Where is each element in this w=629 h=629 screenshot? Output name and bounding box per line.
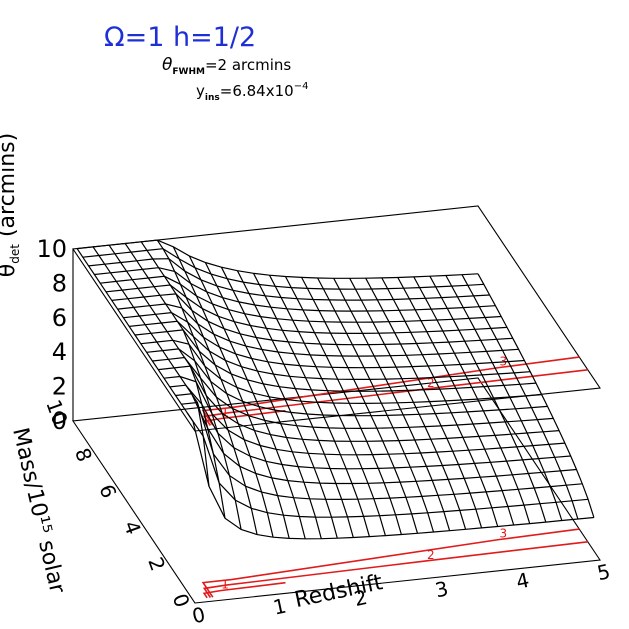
mesh-line-mass-17 [94,267,496,312]
mesh-line-mass-10 [134,329,537,392]
mass-tick-label: 6 [94,481,121,501]
mass-tick-label: 4 [119,518,146,538]
redshift-tick-label: 2 [352,585,369,611]
cosmology-title: Ω=1 h=1/2 [104,22,256,53]
mesh-line-mass-18 [88,258,490,301]
mesh-line-mass-20 [77,239,479,279]
base-plane [72,377,601,604]
mesh-line-mass-11 [129,320,531,380]
top-plane [72,205,601,432]
mesh-line-mass-13 [117,303,519,357]
mesh-line-mass-8 [146,348,548,417]
contour-label: 3 [499,526,507,540]
z-tick-label: 8 [52,269,67,297]
redshift-tick-label: 3 [433,576,450,602]
contour-label: 1 [221,405,229,419]
redshift-tick-label: 5 [595,559,612,585]
mesh-line-mass-1 [186,412,589,518]
mass-tick-label: 2 [143,554,170,574]
mesh-line-mass-5 [163,375,565,456]
mesh-line-mass-0 [192,421,594,540]
z-tick-label: 2 [52,373,67,401]
redshift-tick-label: 4 [514,568,531,594]
theta-annotation: θFWHM=2 arcmins [162,55,291,77]
contour-1-base [202,581,286,599]
mesh-line-mass-9 [140,339,542,405]
contour-2-base [202,541,588,598]
mass-tick-label: 8 [70,445,97,465]
mesh-line-mass-15 [105,284,508,334]
mesh-line-redshift-16 [333,278,451,531]
surface-mesh [76,239,595,540]
mesh-line-mass-6 [158,365,560,442]
z-tick-label: 4 [52,338,67,366]
mesh-line-mass-4 [169,384,571,470]
mesh-line-mass-16 [100,275,502,323]
yins-annotation: yins=6.84x10−4 [196,81,308,103]
contour-label: 2 [427,548,435,562]
mesh-line-redshift-21 [413,276,531,524]
mesh-line-mass-7 [152,356,554,430]
mesh-line-mass-2 [181,401,583,501]
mesh-line-redshift-20 [397,277,515,526]
z-tick-label: 6 [52,304,67,332]
contour-label: 1 [221,577,229,591]
contour-label: 2 [427,376,435,390]
mesh-line-mass-12 [123,311,525,369]
mesh-line-redshift-15 [317,277,435,533]
z-axis-label: θdet (arcmins) [0,133,22,277]
axis-planes [72,205,601,604]
mass-tick-label: 10 [41,396,72,428]
z-tick-label: 0 [52,407,67,435]
contour-2-top [202,369,588,426]
redshift-tick-label: 1 [271,594,288,620]
mesh-line-mass-19 [82,248,484,290]
mesh-line-mass-3 [175,393,577,485]
z-tick-label: 10 [36,235,67,263]
mesh-line-redshift-22 [429,275,547,523]
redshift-tick-label: 0 [190,602,207,628]
y-axis-label: Mass/10¹⁵ solar [7,425,70,596]
x-axis-label: Redshift [292,570,385,613]
mesh-line-mass-14 [111,293,513,346]
